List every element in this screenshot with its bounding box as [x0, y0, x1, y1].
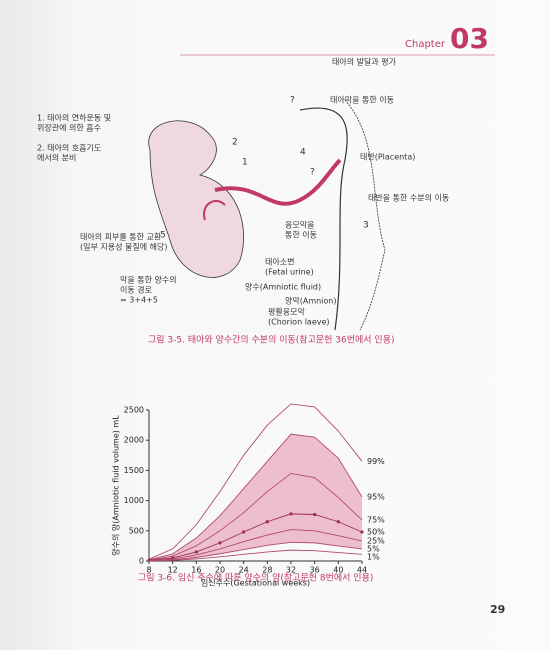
chapter-word: Chapter: [405, 39, 446, 50]
diagram-label: 통한 이동: [285, 230, 317, 240]
point: [265, 520, 269, 524]
diagram-label: (일부 지용성 물질에 해당): [80, 242, 167, 252]
band: [149, 434, 362, 561]
diagram-label: (Fetal urine): [265, 268, 314, 277]
point: [336, 520, 340, 524]
curve: [148, 549, 363, 562]
placenta: [344, 99, 386, 331]
diagram-label: = 3+4+5: [120, 296, 158, 305]
y-tick-label: 0: [139, 557, 144, 566]
curve: [148, 403, 363, 560]
caption: 그림 3-6. 임신 주수에 따른 양수의 양(참고문헌 8번에서 인용): [138, 572, 373, 584]
legend-label: 50%: [367, 528, 385, 537]
diagram-label: 이동 경로: [120, 285, 152, 295]
x-tick-label: 28: [262, 566, 272, 575]
diagram-label: 융모막을: [285, 220, 314, 230]
point: [242, 530, 246, 534]
diagram-label: (Chorion laeve): [268, 318, 330, 327]
fetus: [148, 120, 244, 278]
diagram-label: 태아막을 통한 이동: [330, 95, 394, 105]
step-number: ?: [310, 168, 315, 178]
x-axis-label: 임신주수(Gestational weeks): [201, 579, 310, 588]
cord: [214, 158, 342, 206]
uterine-wall: [299, 107, 348, 331]
x-tick-label: 44: [357, 566, 367, 575]
point: [360, 530, 364, 534]
diagram-label: 평활융모막: [268, 307, 305, 317]
y-tick-label: 500: [129, 526, 144, 535]
curve: [148, 513, 363, 561]
section-title: 태아의 발달과 평가: [332, 57, 397, 67]
diagram-label: 태반(Placenta): [360, 153, 415, 162]
y-tick-label: 2500: [124, 406, 144, 415]
y-tick-label: 1000: [124, 496, 144, 505]
step-number: 1: [242, 158, 248, 168]
diagram-label: 위장관에 의한 흡수: [37, 123, 101, 133]
x-tick-label: 12: [168, 566, 178, 575]
step-number: 3: [363, 221, 369, 231]
curve: [148, 433, 363, 561]
legend-label: 75%: [367, 515, 385, 524]
diagram-label: 태아의 피부를 통한 교환: [80, 232, 162, 242]
diagram-label: 막을 통한 양수의: [120, 275, 177, 285]
x-tick-label: 16: [191, 566, 201, 575]
chapter-number: 03: [450, 22, 489, 55]
legend-label: 25%: [367, 537, 385, 546]
diagram-label: 1. 태아의 연하운동 및: [37, 113, 111, 123]
curve: [148, 472, 363, 561]
x-tick-label: 8: [146, 566, 151, 575]
legend-label: 95%: [367, 492, 385, 501]
step-number: 4: [300, 148, 306, 158]
y-tick-label: 1500: [124, 466, 144, 475]
point: [218, 541, 222, 545]
page-number: 29: [490, 603, 505, 616]
legend-label: 99%: [367, 457, 385, 466]
curve: [148, 541, 363, 562]
x-tick-label: 20: [215, 566, 225, 575]
point: [313, 512, 317, 517]
legend-label: 5%: [367, 545, 380, 554]
step-number: 5: [160, 231, 166, 241]
diagram-label: 에서의 분비: [37, 153, 76, 163]
diagram-label: 태아소변: [265, 257, 294, 267]
diagram-label: 양막(Amnion): [285, 296, 337, 306]
point: [194, 550, 198, 554]
x-tick-label: 24: [239, 566, 249, 575]
y-axis-label: 양수의 양(Amniotic fluid volume) mL: [111, 415, 121, 556]
y-tick-label: 2000: [124, 436, 144, 445]
legend-label: 1%: [367, 553, 380, 562]
x-tick-label: 36: [310, 566, 320, 575]
diagram-label: 양수(Amniotic fluid): [245, 283, 321, 292]
urine-arrow: [203, 200, 226, 221]
caption: 그림 3-5. 태아와 양수간의 수분의 이동(참고문헌 36번에서 인용): [148, 334, 395, 346]
diagram: [148, 99, 386, 331]
x-tick-label: 32: [286, 566, 296, 575]
step-number: ?: [290, 96, 295, 106]
step-number: 2: [232, 138, 238, 148]
diagram-label: 태반을 통한 수분의 이동: [368, 193, 449, 203]
point: [289, 512, 293, 516]
x-tick-label: 40: [333, 566, 343, 575]
chart: 0 500 1000 1500 2000 2500 8 12 16 20 24 28 32 36 40 44 9…: [111, 403, 385, 588]
curve: [148, 529, 363, 561]
diagram-label: 2. 태아의 호흡기도: [37, 143, 101, 153]
